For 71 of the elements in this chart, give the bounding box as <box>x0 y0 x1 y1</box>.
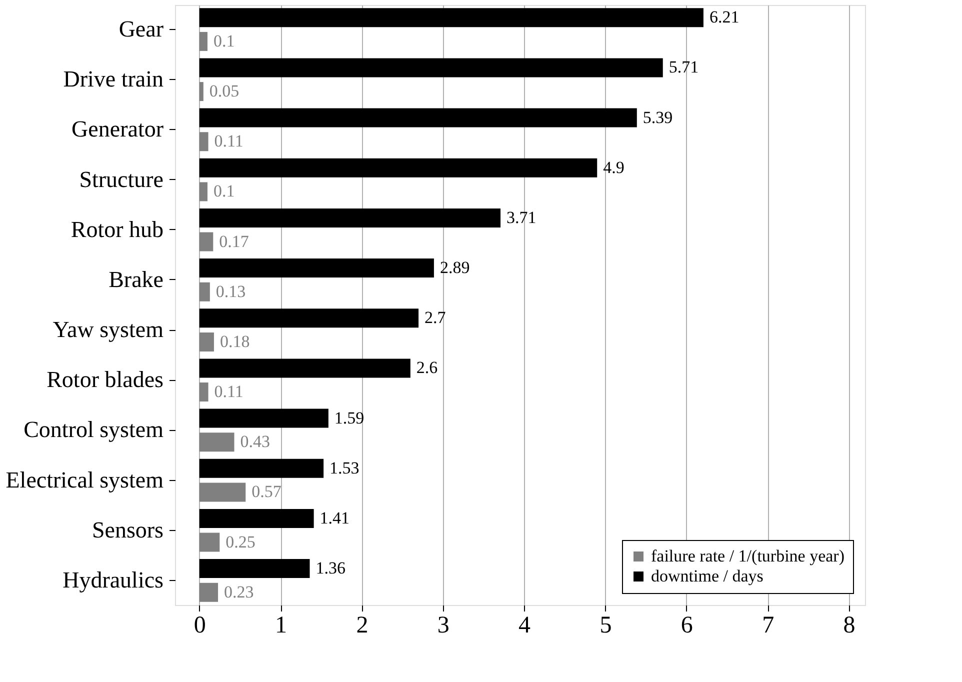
data-label: 1.53 <box>330 458 360 478</box>
data-label: 0.11 <box>214 382 244 402</box>
y-tick-label: Gear <box>118 16 164 42</box>
bar <box>199 158 598 178</box>
y-tick-label: Brake <box>108 266 164 292</box>
data-label: 2.6 <box>416 358 438 378</box>
x-tick-label: 0 <box>194 612 206 638</box>
bar <box>199 58 663 78</box>
bar <box>199 132 208 152</box>
x-tick-label: 4 <box>518 612 531 638</box>
y-tick-label: Hydraulics <box>62 567 164 592</box>
data-label: 0.43 <box>240 432 270 452</box>
bar <box>199 532 220 552</box>
data-label: 2.7 <box>424 308 446 328</box>
bar <box>199 582 218 602</box>
x-tick-label: 8 <box>843 612 856 638</box>
data-label: 0.17 <box>219 232 250 251</box>
legend-label: failure rate / 1/(turbine year) <box>651 546 845 566</box>
bar <box>199 308 419 328</box>
bar <box>199 382 208 402</box>
bar <box>199 559 310 578</box>
bar <box>199 408 328 428</box>
bar <box>199 32 208 51</box>
y-tick-label: Electrical system <box>6 467 164 492</box>
y-tick-label: Rotor hub <box>70 216 164 242</box>
bar <box>199 482 246 502</box>
y-tick-label: Generator <box>72 116 164 142</box>
y-tick-label: Sensors <box>92 517 164 542</box>
data-label: 1.41 <box>320 508 350 528</box>
bar <box>199 358 410 378</box>
bar <box>199 332 214 352</box>
data-label: 0.57 <box>252 482 282 502</box>
legend-label: downtime / days <box>651 566 764 586</box>
x-tick-label: 5 <box>600 612 612 638</box>
bar <box>199 508 314 528</box>
data-label: 1.59 <box>334 408 364 428</box>
data-label: 0.23 <box>224 582 254 602</box>
x-tick-label: 6 <box>680 612 693 638</box>
bar <box>199 108 637 128</box>
bar <box>199 8 704 28</box>
bar <box>199 432 234 452</box>
data-label: 0.1 <box>213 182 235 201</box>
data-label: 1.36 <box>316 558 346 578</box>
data-label: 0.05 <box>209 82 240 101</box>
data-label: 4.9 <box>603 158 624 177</box>
x-tick-label: 7 <box>762 612 774 638</box>
data-label: 0.1 <box>213 31 235 50</box>
x-tick-label: 1 <box>275 612 288 638</box>
bar <box>199 182 208 202</box>
data-label: 5.39 <box>642 108 673 127</box>
y-tick-label: Control system <box>24 417 164 442</box>
x-tick-label: 3 <box>437 612 450 638</box>
y-tick-label: Yaw system <box>52 317 164 342</box>
data-label: 6.21 <box>709 8 740 27</box>
y-tick-label: Rotor blades <box>46 367 164 392</box>
bar <box>199 232 214 252</box>
data-label: 0.13 <box>216 282 246 301</box>
data-label: 5.71 <box>668 58 699 77</box>
data-label: 0.18 <box>220 332 250 351</box>
data-label: 0.25 <box>226 532 256 552</box>
bar <box>199 282 210 302</box>
bar <box>199 258 434 278</box>
bar <box>199 458 324 478</box>
data-label: 3.71 <box>506 208 536 227</box>
x-tick-label: 2 <box>356 612 368 638</box>
data-label: 0.11 <box>214 132 244 151</box>
data-label: 2.89 <box>440 258 470 278</box>
bar <box>199 208 501 228</box>
bar <box>199 82 204 102</box>
y-tick-label: Structure <box>79 166 164 192</box>
y-tick-label: Drive train <box>63 66 164 92</box>
